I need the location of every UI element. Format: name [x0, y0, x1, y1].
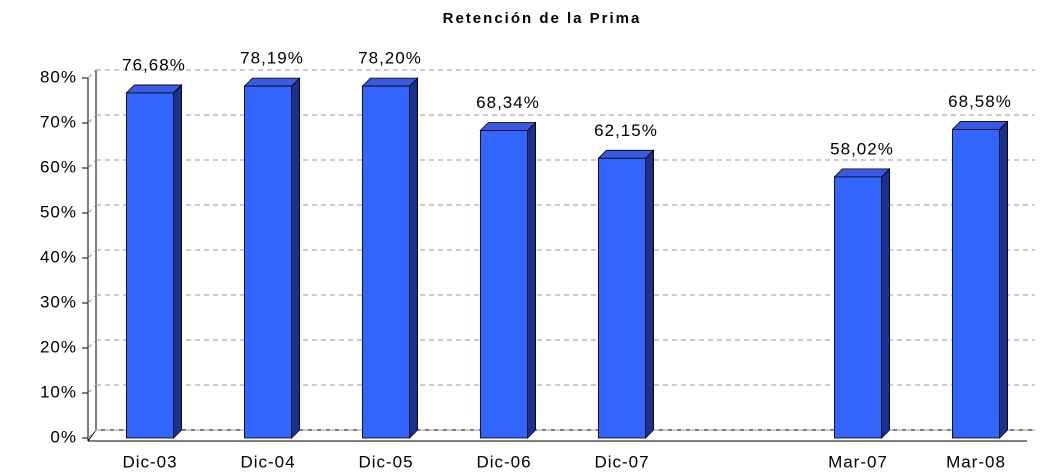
y-tick-label: 20% — [40, 337, 77, 356]
bar — [952, 128, 1001, 439]
y-tick-label: 70% — [40, 112, 77, 131]
grid-line-side — [87, 294, 97, 304]
bar — [243, 85, 292, 439]
bar-top — [951, 120, 1009, 130]
x-tick-label: Dic-04 — [240, 452, 295, 471]
value-label: 68,34% — [476, 93, 540, 112]
value-label: 62,15% — [594, 121, 658, 140]
bar-side — [645, 149, 654, 439]
bar — [479, 130, 528, 439]
y-tick-label: 50% — [40, 202, 77, 221]
y-tick-label: 60% — [40, 157, 77, 176]
bar-top — [125, 84, 183, 94]
value-label: 76,68% — [122, 55, 186, 74]
bar-top — [479, 122, 537, 131]
x-tick-label: Mar-07 — [828, 452, 888, 471]
x-tick-label: Dic-06 — [476, 452, 531, 471]
bar-top — [243, 77, 301, 87]
x-tick-label: Mar-08 — [946, 452, 1006, 471]
value-label: 58,02% — [830, 139, 894, 158]
bar-side — [291, 77, 301, 439]
bar-side — [409, 77, 419, 439]
bar — [361, 85, 410, 439]
x-tick-label: Dic-03 — [122, 452, 177, 471]
y-tick-label: 0% — [50, 427, 77, 446]
x-tick-label: Dic-05 — [358, 452, 413, 471]
bar-top — [361, 77, 419, 87]
bar-side — [881, 167, 890, 439]
grid-line-side — [87, 204, 97, 214]
grid-line-side — [87, 69, 97, 79]
bar — [598, 157, 647, 439]
chart-title: Retención de la Prima — [443, 10, 642, 27]
x-tick-label: Dic-07 — [594, 452, 649, 471]
value-label: 68,58% — [948, 92, 1012, 111]
bar-top — [597, 149, 655, 159]
grid-line-side — [87, 429, 97, 439]
grid-line-side — [87, 159, 97, 169]
bar — [126, 92, 175, 439]
y-tick-label: 40% — [40, 247, 77, 266]
y-tick-label: 10% — [40, 382, 77, 401]
y-tick-label: 80% — [40, 67, 77, 86]
grid-line-side — [87, 384, 97, 394]
bar-top — [833, 168, 891, 178]
value-label: 78,19% — [240, 49, 304, 68]
grid-line-side — [87, 339, 97, 349]
y-tick-label: 30% — [40, 292, 77, 311]
bar-side — [999, 120, 1008, 439]
value-label: 78,20% — [358, 49, 422, 68]
grid-line-side — [87, 114, 97, 124]
bar — [834, 176, 883, 439]
bar-side — [173, 83, 183, 439]
grid-line-side — [87, 249, 97, 259]
bar-side — [527, 121, 536, 439]
